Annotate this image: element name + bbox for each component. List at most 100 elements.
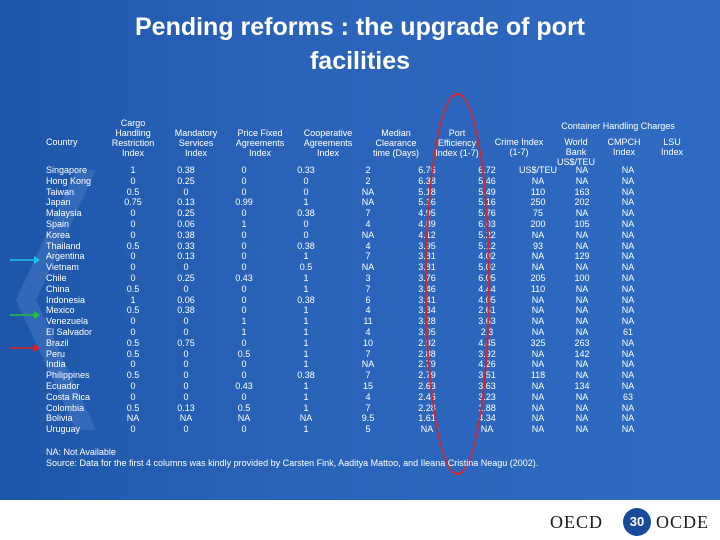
table-cell: NA <box>621 229 635 240</box>
header-mandatory: Mandatory Services Index <box>168 128 224 158</box>
table-cell: 0.33 <box>297 165 315 175</box>
table-cell: NA <box>575 413 589 424</box>
table-cell: 4 <box>365 218 371 229</box>
table-row: Colombia 0.5 0.13 0.5 1 7 2.28 1.88 NA NA NA <box>46 403 650 414</box>
table-cell: 0 <box>183 283 189 294</box>
table-cell: NA <box>621 283 635 294</box>
table-cell: NA <box>575 262 589 273</box>
table-cell: 1 <box>303 337 309 348</box>
header-text: Clearance <box>375 138 417 148</box>
header-text: Index <box>121 148 145 158</box>
table-cell: 6.72 <box>478 165 496 175</box>
table-cell: 0 <box>183 391 189 402</box>
country-cell: China <box>46 283 70 294</box>
table-cell: 9.5 <box>361 413 375 424</box>
title-line-1: Pending reforms : the upgrade of port <box>134 13 585 41</box>
header-wb: World Bank US$/TEU <box>556 137 596 167</box>
table-cell: 1 <box>303 305 309 316</box>
header-country: Country <box>46 137 116 147</box>
country-cell: Singapore <box>46 165 88 175</box>
table-cell: 0 <box>241 186 247 197</box>
table-cell: NA <box>621 165 635 175</box>
header-text: Services <box>178 138 214 148</box>
country-cell: Peru <box>46 348 66 359</box>
table-cell: 1.61 <box>418 413 436 424</box>
table-cell: 4.26 <box>478 359 496 370</box>
table-cell: 0.5 <box>126 240 140 251</box>
table-cell: NA <box>575 326 589 337</box>
table-cell: 0 <box>241 359 247 370</box>
header-median: Median Clearance time (Days) <box>366 128 426 158</box>
table-cell: 1 <box>303 380 309 391</box>
table-cell: 0.13 <box>177 402 195 413</box>
table-cell: 1 <box>303 391 309 402</box>
table-cell: NA <box>621 413 635 424</box>
table-row: Uruguay 0 0 0 1 5 NA NA NA NA NA <box>46 424 650 435</box>
table-row: Japan 0.75 0.13 0.99 1 NA 5.16 5.16 250 202 NA <box>46 197 650 208</box>
ocde-logo-right: OCDE <box>656 512 709 532</box>
table-cell: 1.88 <box>478 402 496 413</box>
port-data-table: Singapore 1 0.38 0 0.33 2 6.76 6.72 US$/TEU NA NA H… <box>46 165 650 435</box>
table-cell: 1 <box>303 359 309 370</box>
country-cell: Argentina <box>46 251 85 262</box>
country-cell: Malaysia <box>46 208 82 219</box>
table-row: China 0.5 0 0 1 7 3.46 4.44 110 NA NA <box>46 284 650 295</box>
header-text: US$/TEU <box>556 157 595 167</box>
table-cell: NA <box>531 424 545 435</box>
table-cell: 0 <box>303 218 309 229</box>
header-text: Index <box>248 148 272 158</box>
table-cell: 5.46 <box>478 175 496 186</box>
slide-title: Pending reforms : the upgrade of port fa… <box>60 10 660 78</box>
table-cell: 1 <box>241 326 247 337</box>
table-cell: 7 <box>365 402 371 413</box>
header-coop: Cooperative Agreements Index <box>296 128 360 158</box>
table-cell: 1 <box>303 197 309 208</box>
header-text: time (Days) <box>372 148 419 158</box>
table-cell: 3 <box>365 272 371 283</box>
table-row: India 0 0 0 1 NA 2.79 4.26 NA NA NA <box>46 359 650 370</box>
table-cell: 263 <box>574 337 590 348</box>
table-cell: 1 <box>303 251 309 262</box>
header-crime: Crime Index (1-7) <box>488 137 550 157</box>
table-cell: 0 <box>241 262 247 273</box>
table-cell: NA <box>575 359 589 370</box>
table-cell: NA <box>531 391 545 402</box>
header-text: Median <box>381 128 411 138</box>
oecd-logo-left: OECD <box>550 512 603 532</box>
table-cell: NA <box>575 316 589 327</box>
table-cell: 0 <box>183 359 189 370</box>
table-cell: NA <box>621 208 635 219</box>
table-cell: 0.38 <box>297 240 315 251</box>
table-cell: NA <box>575 391 589 402</box>
header-text: Restriction <box>111 138 155 148</box>
table-cell: 0.5 <box>126 305 140 316</box>
table-cell: 0.5 <box>126 370 140 381</box>
table-cell: NA <box>621 262 635 273</box>
table-cell: 0 <box>130 251 136 262</box>
table-cell: NA <box>361 186 375 197</box>
table-cell: NA <box>621 348 635 359</box>
table-row: Malaysia 0 0.25 0 0.38 7 4.95 5.76 75 NA NA <box>46 208 650 219</box>
table-cell: 4 <box>365 391 371 402</box>
footnote: NA: Not Available Source: Data for the f… <box>46 447 538 469</box>
table-cell: NA <box>575 402 589 413</box>
table-cell: 0.99 <box>235 197 253 208</box>
table-cell: 0 <box>241 370 247 381</box>
table-cell: NA <box>621 316 635 327</box>
table-cell: 0 <box>130 359 136 370</box>
slide: Pending reforms : the upgrade of port fa… <box>0 0 720 500</box>
table-cell: 0 <box>130 380 136 391</box>
header-text: Cooperative <box>303 128 353 138</box>
country-cell: Indonesia <box>46 294 86 305</box>
chevron-decoration-icon <box>16 170 96 430</box>
title-line-2: facilities <box>309 47 411 75</box>
table-cell: NA <box>531 402 545 413</box>
header-price: Price Fixed Agreements Index <box>230 128 290 158</box>
table-cell: 1 <box>303 424 309 435</box>
table-cell: 0.38 <box>177 305 195 316</box>
table-cell: US$/TEU <box>518 165 557 175</box>
table-cell: 0.06 <box>177 294 195 305</box>
header-text: Index <box>184 148 208 158</box>
country-cell: Colombia <box>46 402 85 413</box>
table-cell: 93 <box>532 240 543 251</box>
